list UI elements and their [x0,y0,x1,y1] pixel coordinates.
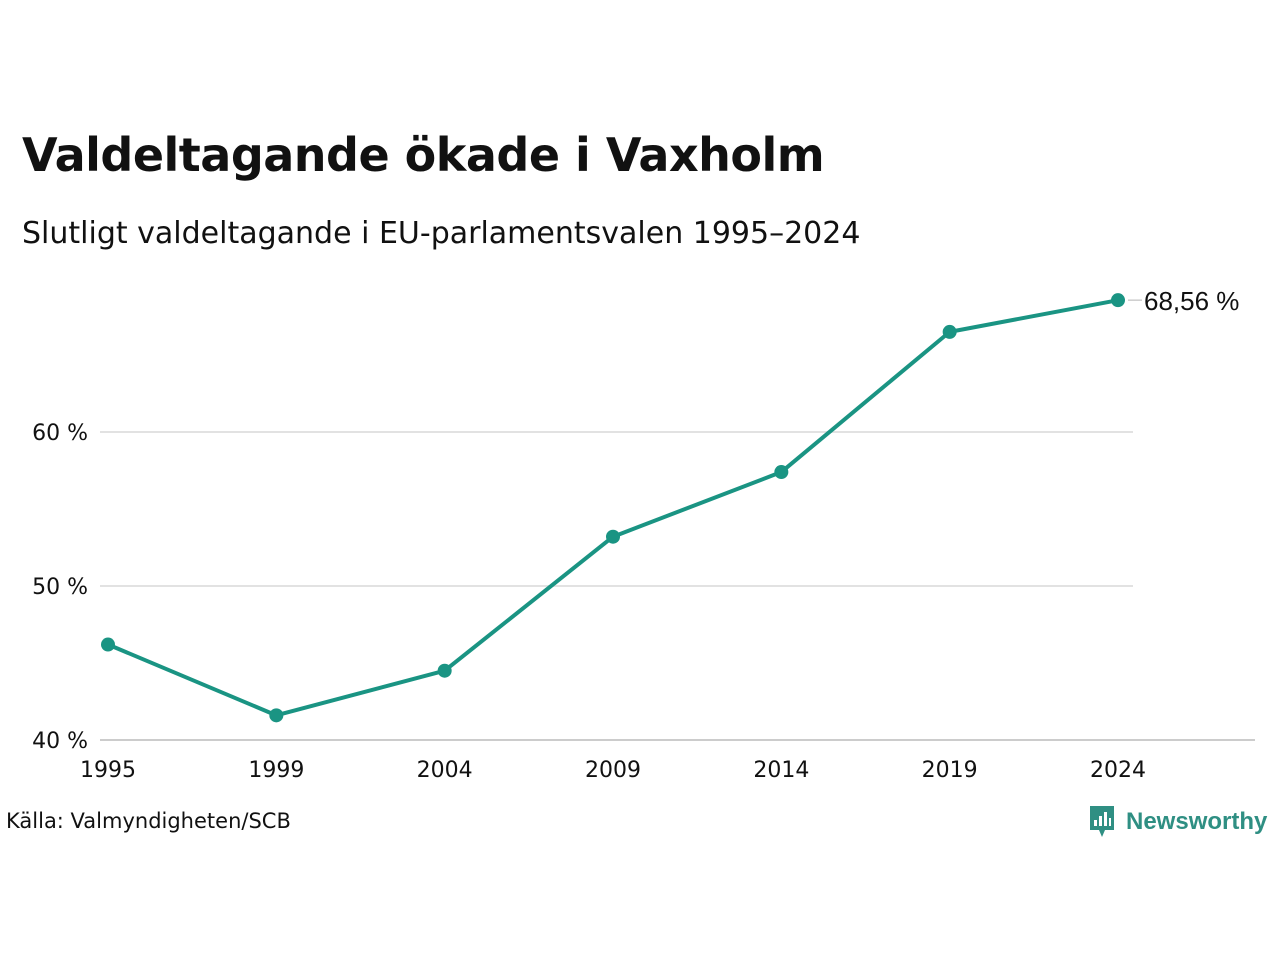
series-line [106,298,1120,718]
brand-name: Newsworthy [1126,808,1268,835]
data-point [101,637,115,652]
x-tick-label: 2004 [417,758,473,783]
y-axis-tick-labels: 40 % 50 % 60 % [32,421,88,754]
data-point [942,324,957,339]
data-point [269,708,284,723]
x-tick-label: 1995 [80,758,136,783]
x-tick-label: 2019 [922,758,978,783]
x-tick-label: 2009 [585,758,641,783]
chart-subtitle: Slutligt valdeltagande i EU-parlamentsva… [22,216,861,251]
data-point [606,529,620,544]
value-labels: 68,56 % [1128,286,1239,316]
x-tick-label: 1999 [248,758,304,783]
source-note: Källa: Valmyndigheten/SCB [6,809,291,833]
last-value-label: 68,56 % [1144,286,1239,316]
y-tick-label: 40 % [32,729,88,754]
x-tick-label: 2024 [1090,758,1146,783]
y-tick-label: 60 % [32,421,88,446]
series-line-path [106,298,1120,718]
data-point [437,663,452,678]
grid-lines [100,431,1133,587]
data-point [774,465,789,480]
x-axis-tick-labels: 1995 1999 2004 2009 2014 2019 2024 [80,758,1146,783]
newsworthy-logo-icon [1090,806,1114,837]
chart-title: Valdeltagande ökade i Vaxholm [22,128,825,182]
data-point [1111,293,1125,308]
x-tick-label: 2014 [753,758,809,783]
brand-logo: Newsworthy [1088,804,1267,840]
series-points [101,293,1125,723]
y-tick-label: 50 % [32,575,88,600]
